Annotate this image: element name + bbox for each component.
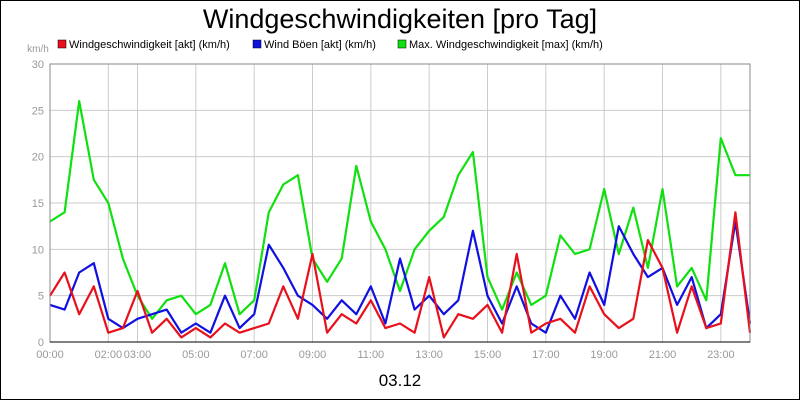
x-tick-label: 23:00 bbox=[707, 349, 735, 361]
y-tick-label: 0 bbox=[38, 337, 44, 349]
x-tick-label: 03:00 bbox=[124, 349, 152, 361]
y-tick-label: 5 bbox=[38, 291, 44, 303]
x-tick-label: 17:00 bbox=[532, 349, 560, 361]
legend: Windgeschwindigkeit [akt] (km/h) Wind Böe… bbox=[57, 39, 603, 51]
chart-title: Windgeschwindigkeiten [pro Tag] bbox=[203, 4, 597, 34]
x-tick-label: 07:00 bbox=[240, 349, 268, 361]
series-line-3 bbox=[49, 99, 750, 320]
x-tick-label: 21:00 bbox=[649, 349, 677, 361]
y-tick-label: 25 bbox=[32, 105, 44, 117]
y-tick-labels: 0 5 10 15 20 25 30 bbox=[32, 59, 44, 349]
series-line-2 bbox=[49, 220, 752, 334]
y-tick-label: 10 bbox=[32, 244, 44, 256]
y-tick-label: 30 bbox=[32, 59, 44, 71]
x-tick-label: 00:00 bbox=[36, 349, 64, 361]
legend-label: Max. Windgeschwindigkeit [max] (km/h) bbox=[409, 39, 603, 51]
axes bbox=[49, 63, 751, 343]
x-tick-label: 05:00 bbox=[182, 349, 210, 361]
y-axis-unit-label: km/h bbox=[27, 44, 49, 55]
x-tick-label: 13:00 bbox=[415, 349, 443, 361]
y-tick-label: 20 bbox=[32, 152, 44, 164]
x-tick-label: 15:00 bbox=[474, 349, 502, 361]
legend-swatch bbox=[57, 39, 67, 49]
y-tick-label: 15 bbox=[32, 198, 44, 210]
x-tick-labels: 00:00 02:00 03:00 05:00 07:00 09:00 11:00 13:00… bbox=[36, 349, 734, 361]
legend-swatch bbox=[397, 39, 407, 49]
legend-label: Windgeschwindigkeit [akt] (km/h) bbox=[69, 39, 230, 51]
series-line-1 bbox=[49, 211, 752, 339]
x-tick-label: 19:00 bbox=[590, 349, 618, 361]
x-tick-label: 02:00 bbox=[95, 349, 123, 361]
x-tick-label: 09:00 bbox=[299, 349, 327, 361]
legend-swatch bbox=[252, 39, 262, 49]
legend-label: Wind Böen [akt] (km/h) bbox=[264, 39, 376, 51]
x-tick-label: 11:00 bbox=[357, 349, 384, 361]
series-layer bbox=[49, 99, 752, 339]
date-label: 03.12 bbox=[379, 371, 422, 390]
